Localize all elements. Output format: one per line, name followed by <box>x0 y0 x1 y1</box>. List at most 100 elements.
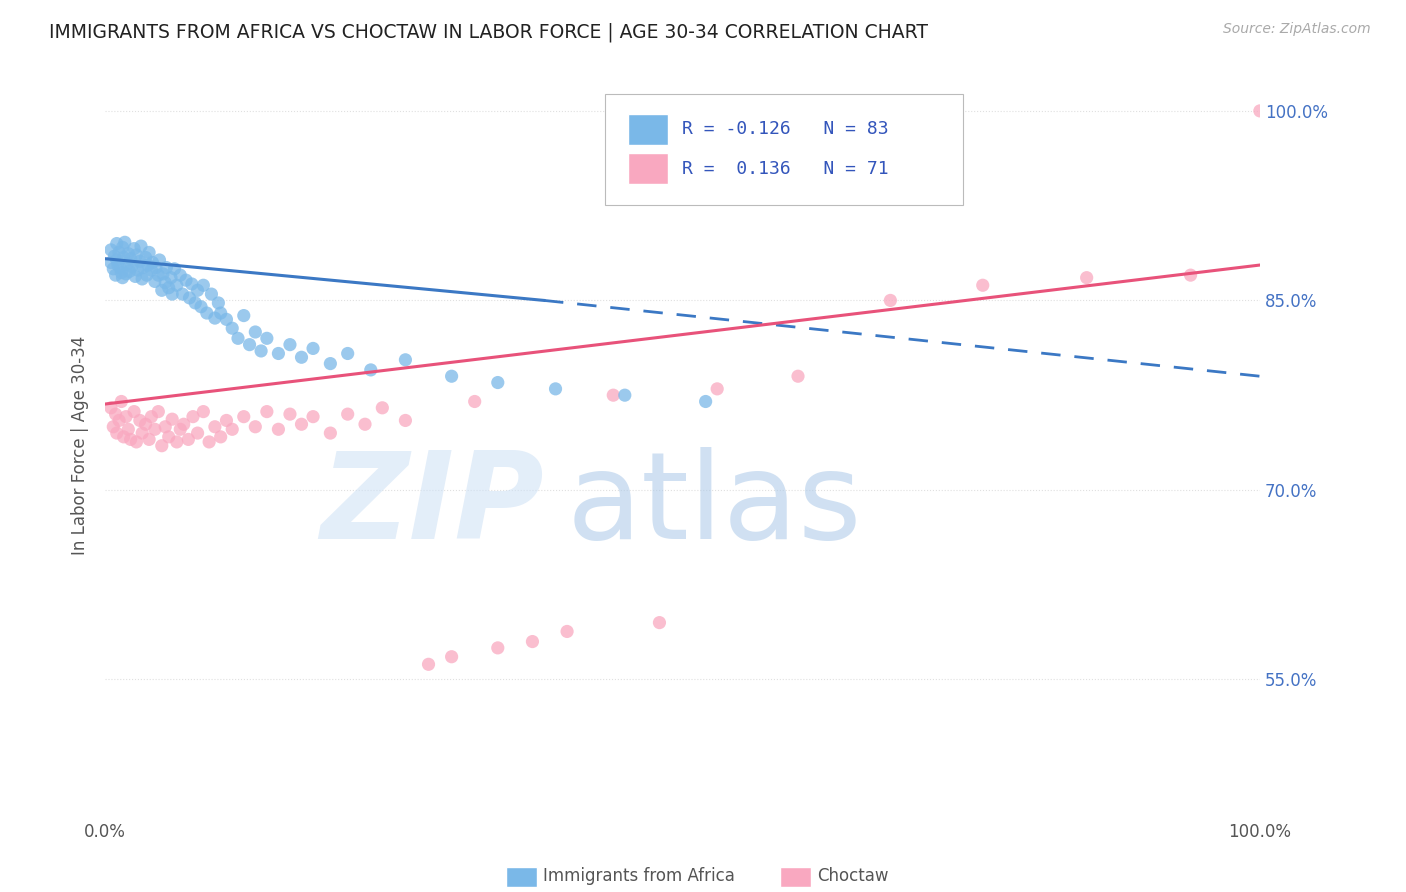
Point <box>148 404 170 418</box>
Point <box>648 615 671 630</box>
Point <box>319 357 342 371</box>
Point <box>117 422 139 436</box>
Point <box>245 419 267 434</box>
Point <box>267 346 290 360</box>
Point <box>173 417 195 432</box>
Point <box>972 278 994 293</box>
Point <box>187 283 209 297</box>
Point <box>232 409 254 424</box>
Point <box>1180 268 1202 282</box>
Point <box>104 407 127 421</box>
Point <box>336 407 359 421</box>
Point <box>112 430 135 444</box>
Point <box>155 260 177 275</box>
Point <box>141 263 163 277</box>
Point <box>544 382 567 396</box>
Point <box>160 412 183 426</box>
Point <box>105 236 128 251</box>
Text: ZIP: ZIP <box>321 447 544 564</box>
Point <box>440 369 463 384</box>
Point <box>117 246 139 260</box>
Point <box>267 422 290 436</box>
Point <box>108 413 131 427</box>
Text: R =  0.136   N = 71: R = 0.136 N = 71 <box>682 160 889 178</box>
Point <box>204 419 226 434</box>
Point <box>110 266 132 280</box>
Point <box>135 268 157 282</box>
Text: Choctaw: Choctaw <box>817 867 889 885</box>
Point <box>209 430 232 444</box>
Point <box>157 430 180 444</box>
Point <box>602 388 624 402</box>
Point <box>198 434 221 449</box>
Point <box>215 413 238 427</box>
Point <box>160 287 183 301</box>
Point <box>120 433 142 447</box>
Point <box>187 426 209 441</box>
Text: Immigrants from Africa: Immigrants from Africa <box>543 867 734 885</box>
Point <box>141 409 163 424</box>
Point <box>613 388 636 402</box>
Point <box>152 267 174 281</box>
Point <box>200 287 222 301</box>
Point <box>103 419 125 434</box>
Y-axis label: In Labor Force | Age 30-34: In Labor Force | Age 30-34 <box>72 336 89 556</box>
Point <box>111 270 134 285</box>
Point <box>155 419 177 434</box>
Point <box>104 268 127 282</box>
Point <box>100 401 122 415</box>
Point <box>177 433 200 447</box>
Point <box>278 337 301 351</box>
Point <box>336 346 359 360</box>
Point <box>464 394 486 409</box>
Point <box>110 394 132 409</box>
Point <box>115 409 138 424</box>
Point <box>131 272 153 286</box>
Text: atlas: atlas <box>567 447 863 564</box>
Point <box>135 417 157 432</box>
Point <box>107 258 129 272</box>
Point <box>128 254 150 268</box>
Point <box>148 252 170 267</box>
Point <box>169 422 191 436</box>
Point <box>879 293 901 308</box>
Point <box>418 657 440 672</box>
Point <box>142 255 165 269</box>
Point <box>105 252 128 267</box>
Point <box>695 394 717 409</box>
Point <box>172 287 194 301</box>
Point <box>115 267 138 281</box>
Point <box>148 268 170 282</box>
Point <box>124 269 146 284</box>
Text: R = -0.126   N = 83: R = -0.126 N = 83 <box>682 120 889 138</box>
Point <box>125 248 148 262</box>
Point <box>290 417 312 432</box>
Point <box>221 321 243 335</box>
Point <box>290 351 312 365</box>
Point <box>128 413 150 427</box>
Point <box>1249 103 1271 118</box>
Point <box>118 264 141 278</box>
Point <box>108 245 131 260</box>
Point <box>143 275 166 289</box>
Text: IMMIGRANTS FROM AFRICA VS CHOCTAW IN LABOR FORCE | AGE 30-34 CORRELATION CHART: IMMIGRANTS FROM AFRICA VS CHOCTAW IN LAB… <box>49 22 928 42</box>
Point <box>105 426 128 441</box>
Point <box>131 426 153 441</box>
Point <box>112 251 135 265</box>
Point <box>522 634 544 648</box>
Point <box>136 258 159 272</box>
Point <box>132 260 155 275</box>
Point <box>127 263 149 277</box>
Point <box>129 239 152 253</box>
Point <box>207 296 229 310</box>
Point <box>120 252 142 266</box>
Point <box>221 422 243 436</box>
Point <box>215 312 238 326</box>
Point <box>166 278 188 293</box>
Point <box>180 277 202 291</box>
Point <box>122 404 145 418</box>
Point <box>193 278 215 293</box>
Text: Source: ZipAtlas.com: Source: ZipAtlas.com <box>1223 22 1371 37</box>
Point <box>169 268 191 282</box>
Point <box>226 331 249 345</box>
